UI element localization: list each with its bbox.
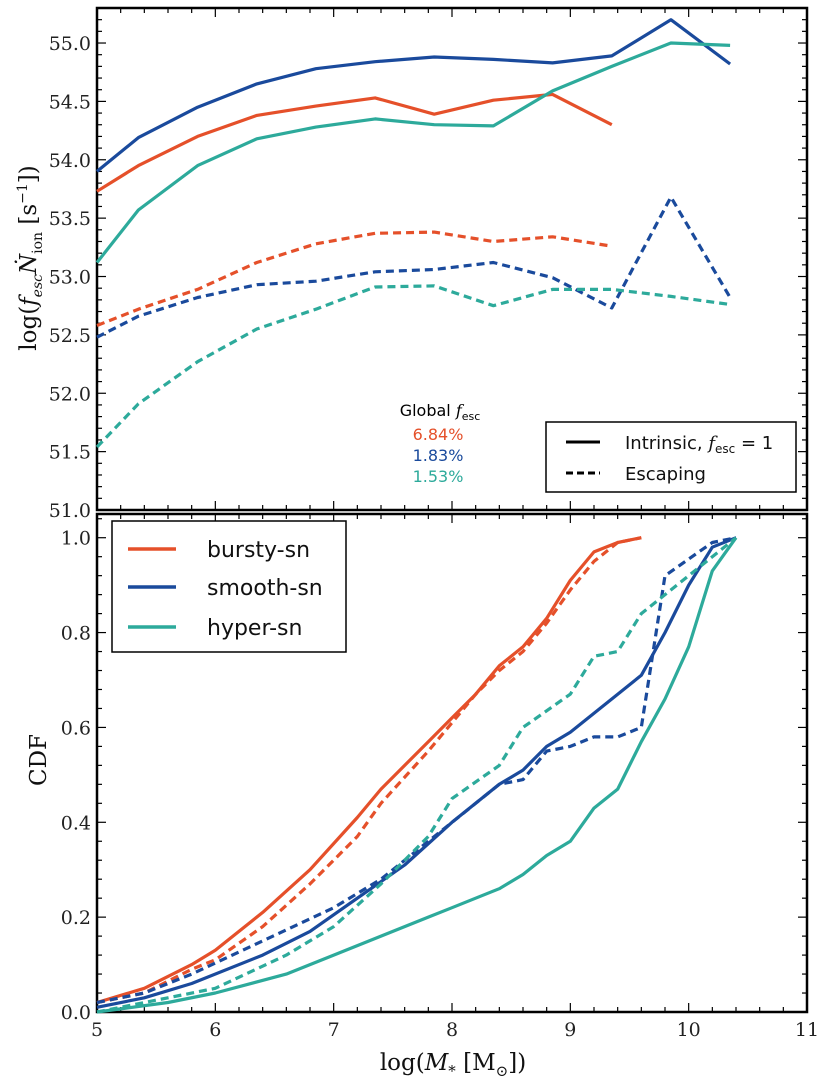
top-series-smooth-sn-escaping <box>96 195 732 339</box>
legend-intrinsic-label: Intrinsic, fesc = 1 <box>625 433 773 456</box>
bottom-legend: bursty-sn smooth-sn hyper-sn <box>111 520 347 653</box>
bottom-series-smooth-sn <box>96 536 737 1009</box>
top-y-tick-label: 53.0 <box>49 267 91 289</box>
bottom-series-bursty-sn-escaping <box>96 536 642 1005</box>
x-tick-label: 6 <box>209 1019 221 1041</box>
top-series-bursty-sn-intrinsic <box>96 92 613 193</box>
global-fesc-bursty-value: 6.84% <box>413 425 464 444</box>
bottom-y-tick-label: 0.4 <box>61 812 91 834</box>
x-axis-label: log(M* [M⊙]) <box>380 1050 526 1080</box>
bottom-y-tick-label: 0.2 <box>61 907 91 929</box>
top-panel: 51.0 51.5 52.0 52.5 53.0 53.5 54.0 54.5 55.0 log… <box>15 6 809 522</box>
bottom-series <box>96 536 738 1014</box>
top-series-smooth-sn-intrinsic <box>95 18 732 173</box>
bottom-y-tick-label: 0.0 <box>61 1002 91 1024</box>
bottom-series-bursty-sn <box>96 536 642 1005</box>
x-tick-label: 7 <box>328 1019 340 1041</box>
bottom-series-smooth-sn-escaping <box>96 536 737 1005</box>
bottom-y-tick-label: 0.8 <box>61 623 91 645</box>
x-tick-label: 5 <box>91 1019 103 1041</box>
bottom-ticks <box>96 514 808 1013</box>
top-y-tick-label: 52.0 <box>49 383 91 405</box>
bottom-y-tick-label: 1.0 <box>61 528 91 550</box>
global-fesc-smooth-value: 1.83% <box>413 446 464 465</box>
bottom-series-hyper-sn <box>96 536 738 1014</box>
top-y-tick-labels: 51.0 51.5 52.0 52.5 53.0 53.5 54.0 54.5 55.0 <box>49 33 91 522</box>
global-fesc-title: Global fesc <box>400 401 481 423</box>
global-fesc-annotation: Global fesc 6.84% 1.83% 1.53% <box>400 401 481 486</box>
top-y-tick-label: 51.0 <box>49 500 91 522</box>
top-legend-box <box>545 421 797 493</box>
legend-bursty-label: bursty-sn <box>207 538 310 563</box>
bottom-y-tick-label: 0.6 <box>61 717 91 739</box>
legend-smooth-label: smooth-sn <box>207 576 323 601</box>
top-legend: Intrinsic, fesc = 1 Escaping <box>545 421 797 493</box>
bottom-series-hyper-sn-escaping <box>96 536 738 1014</box>
x-tick-label: 8 <box>446 1019 458 1041</box>
global-fesc-hyper-value: 1.53% <box>413 467 464 486</box>
bottom-y-axis-label: CDF <box>26 734 52 786</box>
top-y-tick-label: 51.5 <box>49 442 91 464</box>
x-tick-label: 9 <box>564 1019 576 1041</box>
bottom-panel: 0.0 0.2 0.4 0.6 0.8 1.0 5 6 7 8 9 10 11 CDF log(M* … <box>26 512 819 1080</box>
top-y-tick-label: 53.5 <box>49 208 91 230</box>
legend-escaping-label: Escaping <box>625 464 706 485</box>
x-tick-label: 11 <box>795 1019 819 1041</box>
top-y-tick-label: 55.0 <box>49 33 91 55</box>
x-tick-label: 10 <box>677 1019 701 1041</box>
top-series-hyper-sn-intrinsic <box>95 41 731 264</box>
top-ticks <box>96 7 808 511</box>
top-y-tick-label: 54.5 <box>49 91 91 113</box>
x-tick-labels: 5 6 7 8 9 10 11 <box>91 1019 819 1041</box>
top-series-hyper-sn-escaping <box>95 284 731 449</box>
top-series-bursty-sn-escaping <box>96 230 613 327</box>
bottom-y-tick-labels: 0.0 0.2 0.4 0.6 0.8 1.0 <box>61 528 91 1024</box>
top-series <box>95 18 732 449</box>
top-y-tick-label: 54.0 <box>49 150 91 172</box>
legend-hyper-label: hyper-sn <box>207 616 302 641</box>
top-y-axis-label: log(fescṄion [s−1]) <box>15 165 46 350</box>
top-y-tick-label: 52.5 <box>49 325 91 347</box>
